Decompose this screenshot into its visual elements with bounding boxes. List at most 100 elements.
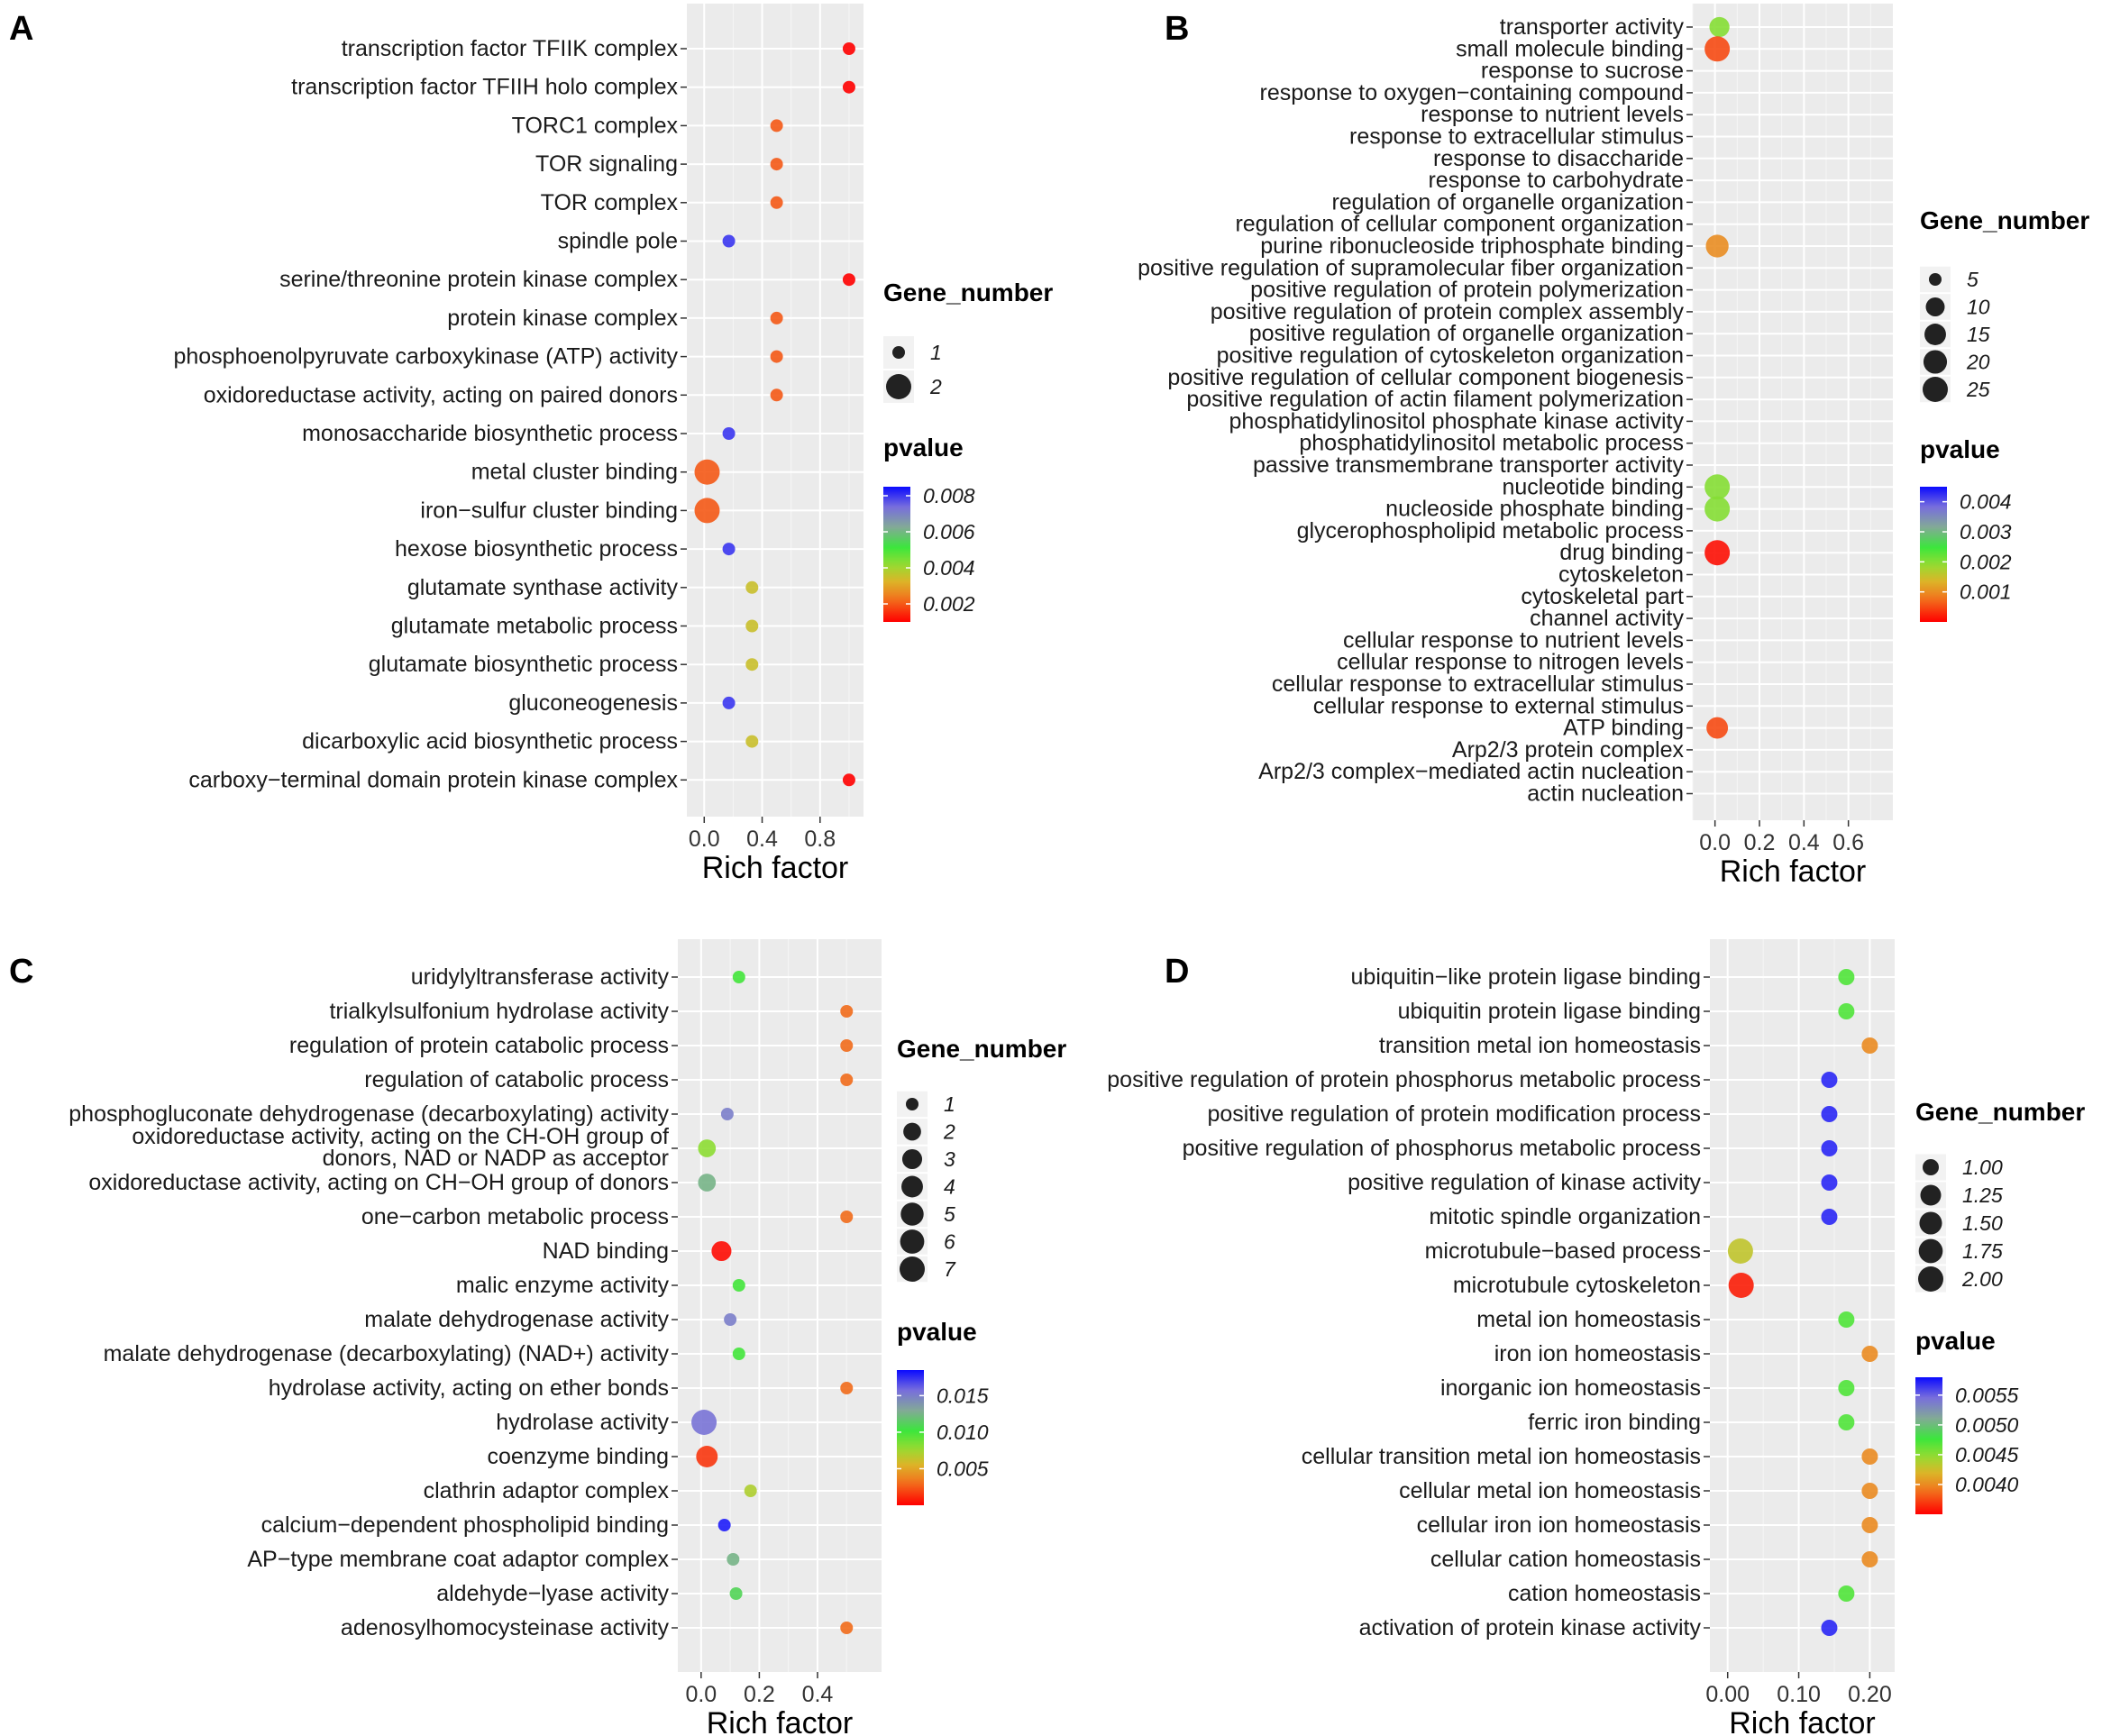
category-label: cytoskeleton [1558,562,1684,588]
data-point [1821,1072,1838,1088]
category-label: cellular response to extracellular stimu… [1272,672,1684,697]
size-legend-dot [900,1229,925,1254]
category-label: nucleotide binding [1502,474,1684,499]
data-point [1838,1003,1855,1019]
data-point [694,498,720,524]
category-label: oxidoreductase activity, acting on the C… [132,1124,669,1171]
data-point [745,580,759,594]
data-point [1704,540,1731,566]
size-legend-dot [900,1256,925,1282]
size-legend-label: 1 [944,1092,955,1116]
category-label: cellular response to nitrogen levels [1337,650,1684,675]
category-label: malate dehydrogenase (decarboxylating) (… [104,1341,670,1366]
category-label: small molecule binding [1456,36,1684,61]
size-legend-label: 15 [1967,323,1990,346]
size-legend-label: 1.00 [1962,1156,2003,1179]
data-point [698,1139,717,1157]
data-point [1821,1620,1838,1636]
data-point [1704,496,1731,522]
size-legend-dot [1923,350,1948,374]
data-point [1727,1238,1753,1264]
category-label-line: oxidoreductase activity, acting on the C… [132,1124,669,1149]
x-tick-label: 0.4 [746,827,778,852]
category-label: cytoskeletal part [1521,584,1684,609]
color-legend-label: 0.0055 [1955,1384,2019,1407]
size-legend-dot [901,1175,923,1198]
category-label: inorganic ion homeostasis [1440,1375,1701,1401]
category-label: actin nucleation [1527,781,1684,807]
category-label: NAD binding [543,1238,669,1264]
size-legend-label: 1.75 [1962,1239,2003,1263]
category-label: cation homeostasis [1508,1581,1701,1606]
category-label: hydrolase activity, acting on ether bond… [269,1375,669,1401]
data-point [842,773,855,787]
category-label: metal cluster binding [471,460,678,485]
data-point [744,1485,757,1497]
panel-label: C [9,953,33,991]
color-legend-label: 0.002 [923,592,975,616]
category-label: transition metal ion homeostasis [1379,1033,1701,1058]
data-point [745,619,759,633]
data-point [1704,36,1731,62]
data-point [698,1174,717,1192]
category-label: transcription factor TFIIK complex [342,36,679,61]
x-axis-title: Rich factor [1729,1706,1876,1736]
size-legend-title: Gene_number [897,1035,1066,1063]
data-point [717,1519,731,1531]
category-label: phosphoenolpyruvate carboxykinase (ATP) … [173,344,678,370]
x-axis-title: Rich factor [1720,854,1867,889]
x-tick-label: 0.20 [1848,1682,1892,1707]
size-legend-title: Gene_number [1915,1098,2085,1126]
data-point [840,1074,854,1086]
category-label: positive regulation of protein phosphoru… [1107,1067,1701,1092]
color-legend-label: 0.004 [1960,490,2012,514]
data-point [732,971,745,983]
size-legend-label: 3 [944,1147,955,1171]
color-legend-label: 0.0040 [1955,1473,2019,1496]
data-point [770,311,783,324]
size-legend-label: 7 [944,1257,956,1281]
category-label: phosphatidylinositol metabolic process [1299,431,1684,456]
color-legend-label: 0.0050 [1955,1413,2019,1437]
category-label: response to extracellular stimulus [1349,124,1684,150]
panel-label: D [1165,953,1189,991]
data-point [840,1039,854,1052]
category-label: ATP binding [1563,716,1684,741]
plot-background [1710,939,1895,1672]
category-label: calcium−dependent phospholipid binding [261,1512,669,1538]
category-label: positive regulation of protein modificat… [1207,1101,1701,1127]
x-tick-label: 0.10 [1777,1682,1821,1707]
category-label: cellular metal ion homeostasis [1399,1478,1701,1503]
data-point [696,1446,718,1467]
category-label: ubiquitin protein ligase binding [1398,999,1701,1024]
color-legend-title: pvalue [1920,435,2000,463]
color-legend-label: 0.004 [923,556,975,580]
color-legend-label: 0.015 [937,1384,989,1407]
size-legend-dot [1923,1159,1939,1175]
category-label: positive regulation of phosphorus metabo… [1183,1136,1701,1161]
category-label: activation of protein kinase activity [1359,1615,1702,1640]
color-legend-label: 0.008 [923,484,975,507]
color-legend-bar [1915,1377,1942,1514]
size-legend-dot [892,346,905,359]
data-point [1821,1209,1838,1225]
data-point [1706,717,1729,739]
size-legend-dot [1918,1238,1943,1264]
category-label: ubiquitin−like protein ligase binding [1351,964,1701,990]
x-tick-label: 0.6 [1832,830,1864,855]
size-legend-title: Gene_number [1920,206,2089,234]
category-label: adenosylhomocysteinase activity [341,1615,670,1640]
data-point [745,658,759,672]
category-label: glycerophospholipid metabolic process [1297,518,1684,544]
data-point [727,1553,740,1566]
category-label: oxidoreductase activity, acting on paire… [204,382,678,407]
category-label: iron ion homeostasis [1494,1341,1701,1366]
color-legend-label: 0.001 [1960,580,2012,604]
data-point [1838,1414,1855,1430]
size-legend-label: 1.50 [1962,1211,2003,1235]
category-label: metal ion homeostasis [1476,1307,1701,1332]
category-label: hexose biosynthetic process [395,536,678,562]
color-legend-label: 0.003 [1960,520,2012,544]
category-label: glutamate biosynthetic process [369,652,678,677]
